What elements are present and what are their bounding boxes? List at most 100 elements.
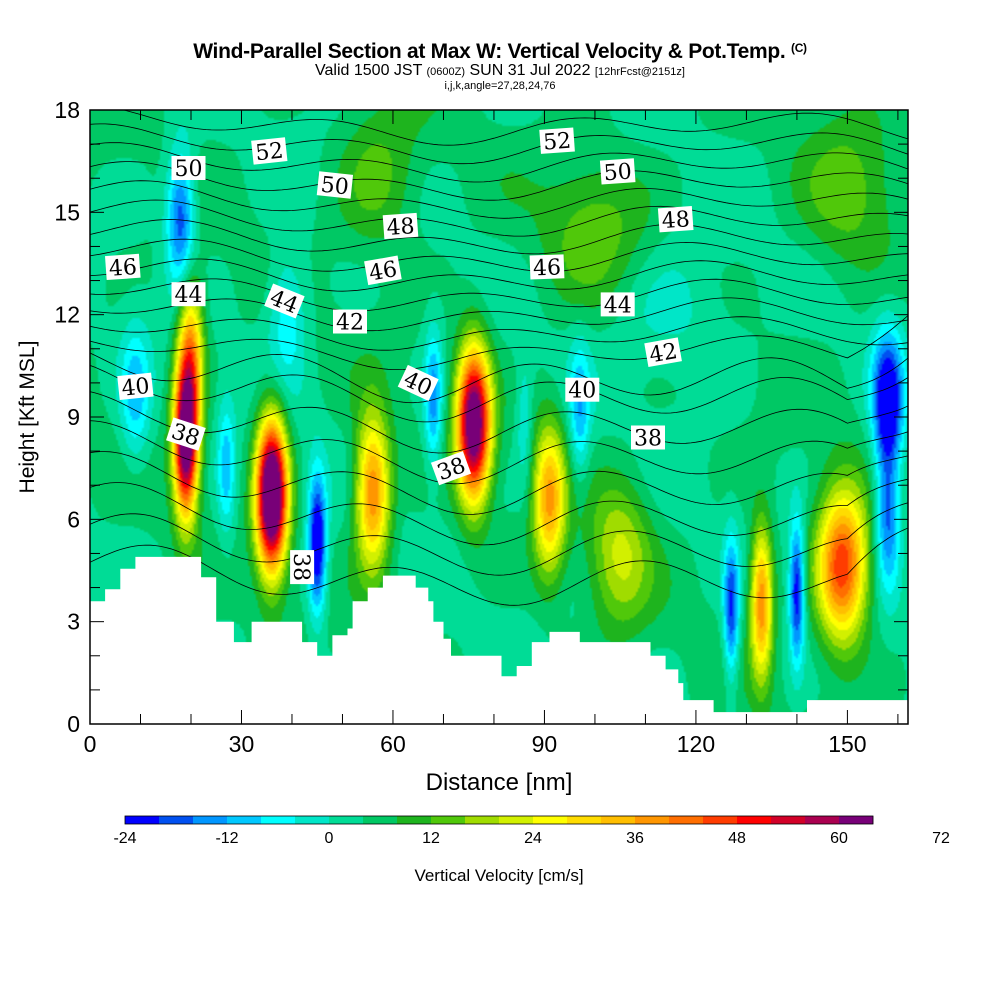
colorbar-swatch <box>805 816 840 824</box>
theta-contour-label-text: 42 <box>647 339 679 368</box>
x-tick-label: 90 <box>532 731 558 757</box>
theta-contour-line <box>90 180 908 219</box>
theta-contour-label: 38 <box>288 550 315 585</box>
colorbar-swatch <box>635 816 670 824</box>
x-tick-label: 0 <box>84 731 97 757</box>
colorbar-swatch <box>125 816 160 824</box>
grid-indices: i,j,k,angle=27,28,24,76 <box>444 80 556 92</box>
y-tick-label: 3 <box>67 609 80 635</box>
theta-contour-line <box>90 478 908 546</box>
x-tick-label: 150 <box>828 731 866 757</box>
theta-contour-label: 40 <box>565 377 600 404</box>
theta-contour-label-text: 50 <box>320 173 350 201</box>
colorbar-tick-label: 36 <box>626 830 644 847</box>
colorbar-swatch <box>533 816 568 824</box>
theta-contour-label: 42 <box>333 309 367 336</box>
theta-contour-label-text: 40 <box>120 374 150 402</box>
colorbar-swatch <box>363 816 398 824</box>
theta-contour-line <box>90 451 908 515</box>
theta-contour-label: 46 <box>364 255 402 287</box>
theta-contour-label-text: 50 <box>603 159 633 186</box>
theta-contour-label-text: 42 <box>336 311 364 336</box>
theta-contour-line <box>90 527 908 606</box>
theta-contour-label-text: 38 <box>288 553 313 581</box>
valid-time: Valid 1500 JST (0600Z) SUN 31 Jul 2022 [… <box>0 63 1000 80</box>
y-tick-label: 12 <box>54 302 80 328</box>
colorbar-label: Vertical Velocity [cm/s] <box>414 866 583 885</box>
valid-utc: (0600Z) <box>426 66 466 78</box>
colorbar-tick-label: -12 <box>215 830 238 847</box>
valid-date: SUN 31 Jul 2022 <box>469 62 591 79</box>
theta-contour-label: 48 <box>657 206 694 234</box>
theta-contour-label: 52 <box>251 137 288 166</box>
vertical-velocity-field <box>90 110 908 724</box>
colorbar-tick-label: 72 <box>932 830 950 847</box>
colorbar-tick-label: 12 <box>422 830 440 847</box>
x-tick-label: 120 <box>677 731 715 757</box>
theta-contour-label-text: 44 <box>604 293 632 318</box>
theta-contour-label-text: 52 <box>542 129 572 156</box>
x-tick-label: 60 <box>380 731 406 757</box>
colorbar-swatch <box>737 816 772 824</box>
colorbar-swatch <box>295 816 330 824</box>
y-tick-label: 18 <box>54 97 80 123</box>
forecast-info: [12hrFcst@2151z] <box>594 66 685 78</box>
theta-contour-label: 46 <box>529 254 565 281</box>
colorbar-swatch <box>329 816 364 824</box>
theta-contour-line <box>90 365 908 423</box>
theta-contour-label: 44 <box>171 282 206 308</box>
theta-contour-label: 48 <box>382 212 419 241</box>
theta-contour-label: 50 <box>171 156 206 182</box>
title-block: Wind-Parallel Section at Max W: Vertical… <box>0 36 1000 92</box>
y-tick-label: 0 <box>67 711 80 737</box>
colorbar-swatch <box>397 816 432 824</box>
colorbar-swatch <box>193 816 228 824</box>
theta-contour-label: 44 <box>264 283 305 319</box>
theta-contour-line <box>90 161 908 201</box>
chart-title: Wind-Parallel Section at Max W: Vertical… <box>0 36 1000 64</box>
colorbar-swatch <box>771 816 806 824</box>
theta-contour-label-text: 46 <box>533 255 562 281</box>
theta-contour-label-text: 40 <box>568 379 596 404</box>
colorbar-swatch <box>499 816 534 824</box>
theta-contour-line <box>90 199 908 237</box>
colorbar-tick-label: -24 <box>113 830 136 847</box>
theta-contour-line <box>90 278 908 312</box>
colorbar-swatch <box>839 816 874 824</box>
y-axis-label: Height [Kft MSL] <box>16 341 39 494</box>
colorbar-swatch <box>567 816 602 824</box>
colorbar-swatch <box>465 816 500 824</box>
axes: 0 30 60 90 120 150 0 3 6 9 12 15 18 <box>54 97 908 757</box>
theta-contour-line <box>90 219 908 255</box>
colorbar-swatch <box>669 816 704 824</box>
theta-contour-line <box>90 258 908 292</box>
valid-main: Valid 1500 JST <box>315 62 423 79</box>
theta-contour-label-text: 48 <box>386 214 416 241</box>
y-tick-label: 15 <box>54 199 80 225</box>
theta-contour-label: 52 <box>539 127 575 156</box>
copyright-mark: (C) <box>791 41 807 55</box>
theta-contour-label-text: 48 <box>661 207 691 234</box>
terrain-mask <box>90 556 908 724</box>
theta-contour-line <box>90 315 908 371</box>
theta-contour-label: 42 <box>644 337 682 368</box>
theta-contour-line <box>90 316 908 351</box>
theta-contour-label-text: 52 <box>254 138 284 166</box>
theta-contour-label-text: 38 <box>634 427 662 452</box>
theta-contour-label-text: 46 <box>367 257 399 286</box>
theta-contour-label: 46 <box>105 253 141 282</box>
theta-contour-label-text: 50 <box>175 157 203 182</box>
theta-contour-line <box>90 352 908 404</box>
colorbar-tick-label: 60 <box>830 830 848 847</box>
theta-contour-label-text: 46 <box>108 255 138 282</box>
colorbar-swatch <box>227 816 262 824</box>
colorbar-swatch <box>159 816 194 824</box>
colorbar-tick-label: 0 <box>325 830 334 847</box>
colorbar-swatch <box>261 816 296 824</box>
theta-contour-label: 44 <box>600 292 635 318</box>
colorbar: -24 -12 0 12 24 36 48 60 72 <box>113 815 950 847</box>
theta-contour-line <box>90 297 908 332</box>
theta-contour-line <box>121 110 908 146</box>
colorbar-swatch <box>601 816 636 824</box>
x-tick-label: 30 <box>229 731 255 757</box>
